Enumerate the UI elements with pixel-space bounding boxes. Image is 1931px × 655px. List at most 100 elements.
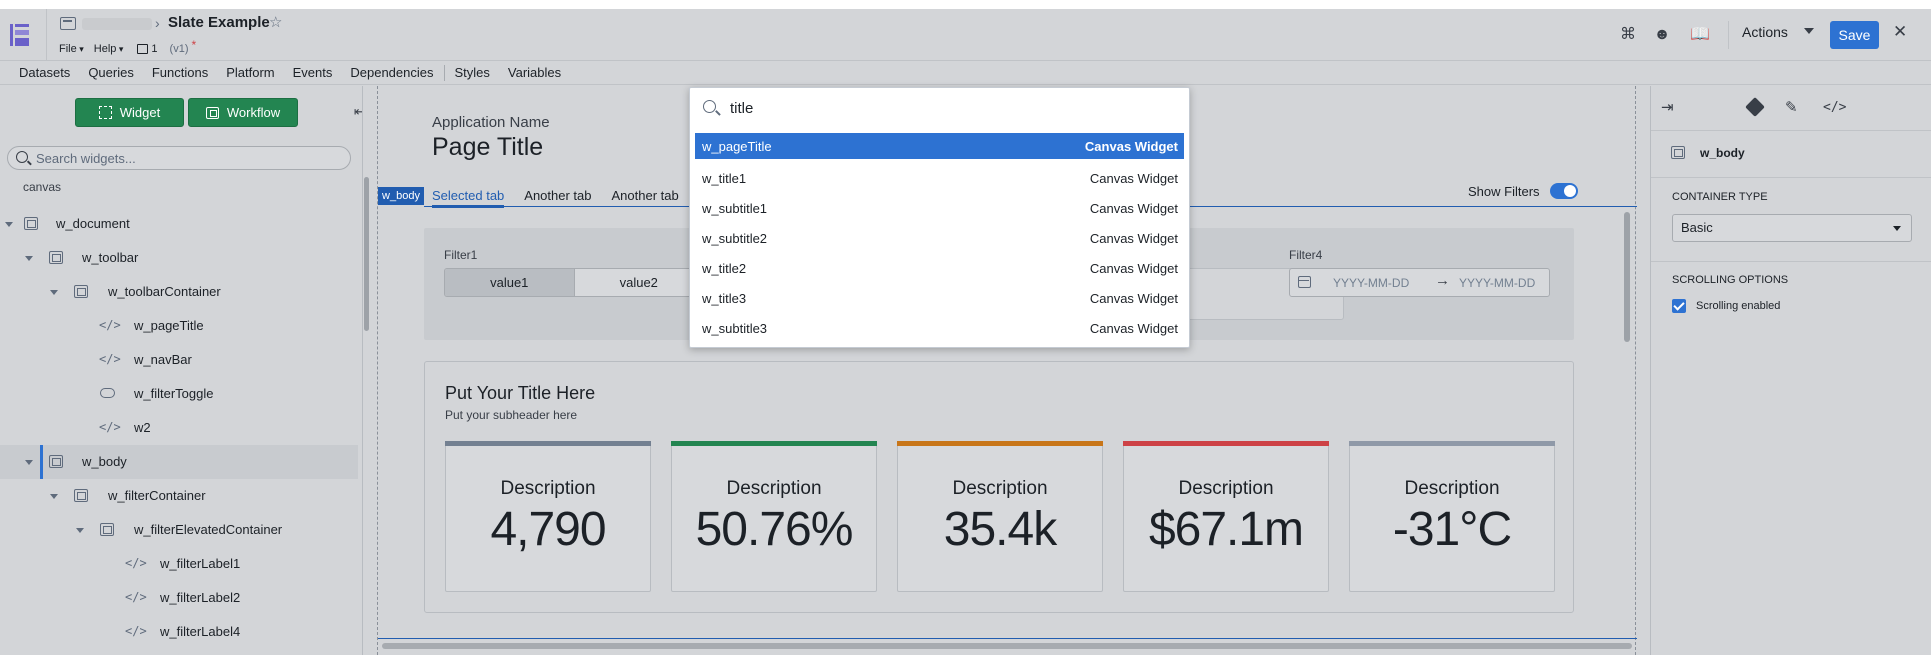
metric-color-bar	[897, 441, 1103, 446]
tree-item-w_filterLabel1[interactable]: </> w_filterLabel1	[0, 547, 358, 581]
metric-color-bar	[445, 441, 651, 446]
nav-platform[interactable]: Platform	[226, 65, 275, 80]
menu-help[interactable]: Help	[94, 43, 124, 55]
metric-description: Description	[1404, 478, 1500, 499]
caret-down-icon[interactable]	[25, 460, 33, 465]
tree-item-w_filterContainer[interactable]: w_filterContainer	[0, 479, 358, 513]
metric-description: Description	[952, 478, 1048, 499]
caret-down-icon[interactable]	[5, 222, 13, 227]
scrolling-enabled-label[interactable]: Scrolling enabled	[1696, 300, 1781, 312]
version-label[interactable]: (v1)	[169, 43, 189, 55]
nav-datasets[interactable]: Datasets	[19, 65, 71, 80]
nav-variables[interactable]: Variables	[507, 65, 562, 80]
edit-icon[interactable]: ✎	[1785, 99, 1798, 116]
panel-divider	[1651, 177, 1931, 178]
add-workflow-button[interactable]: Workflow	[188, 98, 298, 127]
properties-panel: ⇥ ✎ </> w_body CONTAINER TYPE Basic SCRO…	[1650, 86, 1931, 655]
omnibar-result[interactable]: w_subtitle2 Canvas Widget	[695, 223, 1184, 253]
code-icon: </>	[99, 420, 121, 434]
metric-value: 35.4k	[943, 503, 1057, 556]
tree-item-w_body[interactable]: w_body	[0, 445, 358, 479]
widget-search[interactable]	[7, 146, 351, 170]
application-name: Application Name	[432, 114, 550, 131]
folder-icon[interactable]	[60, 17, 76, 30]
tree-item-w_filterLabel4[interactable]: </> w_filterLabel4	[0, 615, 358, 649]
metric-value: -31°C	[1392, 503, 1512, 556]
date-start-input[interactable]: YYYY-MM-DD	[1333, 276, 1410, 290]
nav-events[interactable]: Events	[292, 65, 333, 80]
save-button[interactable]: Save	[1830, 21, 1879, 49]
container-type-heading: CONTAINER TYPE	[1672, 191, 1768, 203]
star-icon[interactable]: ☆	[269, 14, 283, 31]
close-icon[interactable]: ✕	[1893, 22, 1908, 41]
scrolling-enabled-checkbox[interactable]	[1672, 299, 1686, 313]
result-name: w_title1	[702, 171, 747, 186]
nav-queries[interactable]: Queries	[88, 65, 134, 80]
layers-icon[interactable]	[1745, 97, 1765, 117]
tree-item-w_filterToggle[interactable]: w_filterToggle	[0, 377, 358, 411]
slate-logo-icon[interactable]	[10, 19, 32, 49]
caret-down-icon[interactable]	[50, 494, 58, 499]
code-icon[interactable]: </>	[1823, 100, 1847, 115]
caret-down-icon[interactable]	[76, 528, 84, 533]
tree-item-w_toolbar[interactable]: w_toolbar	[0, 241, 358, 275]
tree-item-w_filterElevatedContainer[interactable]: w_filterElevatedContainer	[0, 513, 358, 547]
omnibar-result[interactable]: w_title2 Canvas Widget	[695, 253, 1184, 283]
metrics-card: Put Your Title Here Put your subheader h…	[424, 361, 1574, 613]
canvas-vertical-scrollbar[interactable]	[1624, 212, 1630, 342]
tab-another-2[interactable]: Another tab	[611, 188, 679, 203]
result-name: w_subtitle3	[702, 321, 768, 336]
metric-value: 4,790	[490, 503, 606, 556]
caret-down-icon	[1804, 28, 1814, 34]
date-end-input[interactable]: YYYY-MM-DD	[1459, 276, 1536, 290]
caret-down-icon[interactable]	[50, 290, 58, 295]
metric-tile: Description -31°C	[1349, 441, 1555, 592]
nav-functions[interactable]: Functions	[151, 65, 209, 80]
tab-another-1[interactable]: Another tab	[524, 188, 592, 203]
collapse-sidebar-icon[interactable]: ⇤	[354, 104, 362, 120]
tree-item-w_document[interactable]: w_document	[0, 207, 358, 241]
canvas-horizontal-scrollbar[interactable]	[382, 643, 1632, 649]
filter1-option-value1[interactable]: value1	[445, 269, 574, 296]
omnibar-input[interactable]	[730, 98, 1170, 118]
add-widget-button[interactable]: Widget	[75, 98, 184, 127]
widget-search-input[interactable]	[36, 150, 336, 166]
tree-item-label: w_filterElevatedContainer	[134, 522, 283, 537]
selected-widget-tag[interactable]: w_body	[378, 187, 424, 205]
actions-button[interactable]: Actions	[1742, 24, 1814, 40]
container-type-select[interactable]: Basic	[1672, 214, 1912, 242]
tree-item-w_filterLabel2[interactable]: </> w_filterLabel2	[0, 581, 358, 615]
book-icon[interactable]: 📖	[1690, 26, 1710, 43]
add-widget-label: Widget	[119, 105, 161, 120]
tab-selected[interactable]: Selected tab	[432, 182, 505, 208]
nav-dependencies[interactable]: Dependencies	[350, 65, 434, 80]
show-filters-toggle[interactable]	[1550, 183, 1578, 199]
users-icon[interactable]: ☻	[1653, 26, 1671, 43]
app-title[interactable]: Slate Example	[168, 14, 270, 31]
container-icon	[49, 251, 63, 264]
tree-item-w2[interactable]: </> w2	[0, 411, 358, 445]
selected-widget-name[interactable]: w_body	[1700, 146, 1745, 160]
nav-styles[interactable]: Styles	[454, 65, 490, 80]
page-title: Page Title	[432, 133, 544, 161]
omnibar-result[interactable]: w_subtitle3 Canvas Widget	[695, 313, 1184, 343]
filter4-date-range[interactable]: YYYY-MM-DD → YYYY-MM-DD	[1289, 268, 1550, 297]
tree-item-w_pageTitle[interactable]: </> w_pageTitle	[0, 309, 358, 343]
filter1-option-value2[interactable]: value2	[573, 269, 703, 296]
container-type-value: Basic	[1681, 220, 1713, 235]
tree-item-w_toolbarContainer[interactable]: w_toolbarContainer	[0, 275, 358, 309]
sidebar-scrollbar[interactable]	[364, 177, 369, 331]
caret-down-icon[interactable]	[25, 256, 33, 261]
omnibar-result[interactable]: w_subtitle1 Canvas Widget	[695, 193, 1184, 223]
tree-item-w_navBar[interactable]: </> w_navBar	[0, 343, 358, 377]
omnibar-result[interactable]: w_title3 Canvas Widget	[695, 283, 1184, 313]
omnibar-result[interactable]: w_title1 Canvas Widget	[695, 163, 1184, 193]
breadcrumb-folder[interactable]	[82, 18, 152, 30]
omnibar-result[interactable]: w_pageTitle Canvas Widget	[695, 133, 1184, 159]
header-divider	[1728, 21, 1729, 49]
filter1-segmented-control: value1 value2	[444, 268, 704, 297]
page-count[interactable]: 1	[137, 43, 158, 55]
collapse-panel-icon[interactable]: ⇥	[1661, 99, 1674, 116]
menu-file[interactable]: File	[59, 43, 84, 55]
command-icon[interactable]: ⌘	[1620, 26, 1636, 43]
